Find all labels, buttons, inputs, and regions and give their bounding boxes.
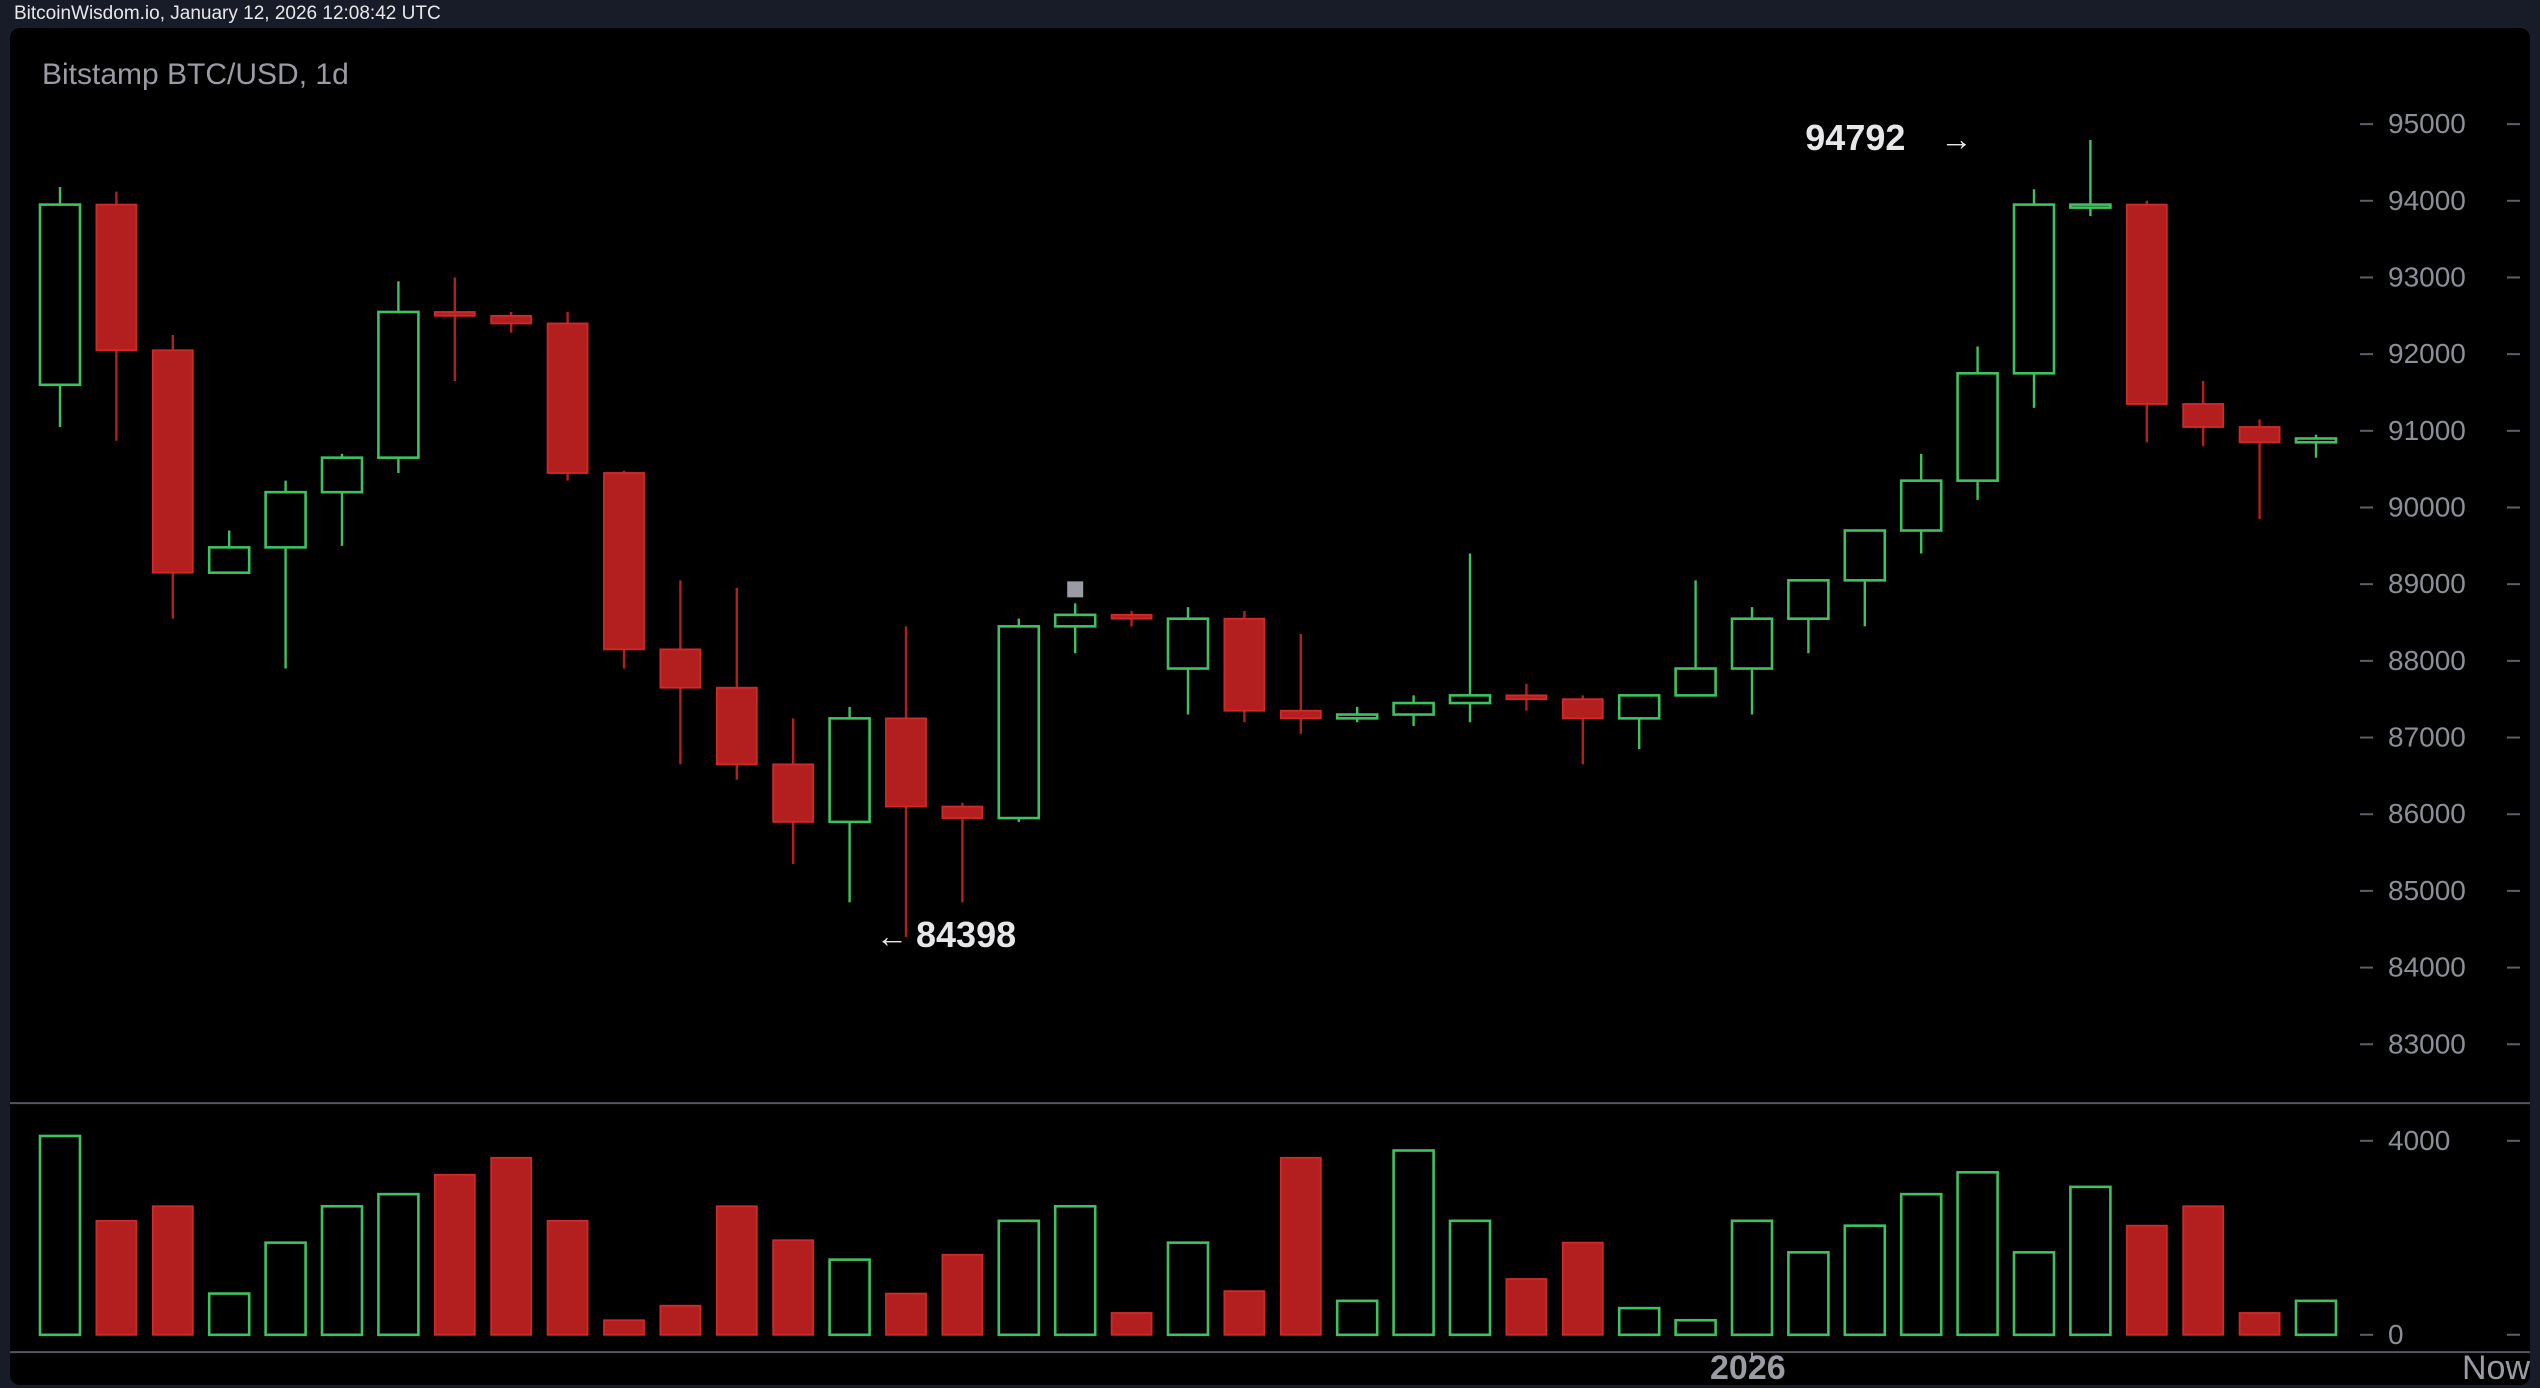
svg-text:91000: 91000	[2388, 415, 2466, 446]
svg-text:94792: 94792	[1805, 117, 1905, 158]
svg-text:87000: 87000	[2388, 722, 2466, 753]
svg-text:86000: 86000	[2388, 798, 2466, 829]
svg-text:83000: 83000	[2388, 1028, 2466, 1059]
svg-text:84000: 84000	[2388, 952, 2466, 983]
svg-text:88000: 88000	[2388, 645, 2466, 676]
svg-text:89000: 89000	[2388, 568, 2466, 599]
svg-text:Now: Now	[2462, 1349, 2530, 1385]
svg-text:2026: 2026	[1710, 1349, 1786, 1385]
svg-text:←: ←	[876, 918, 908, 954]
svg-text:90000: 90000	[2388, 492, 2466, 523]
svg-text:94000: 94000	[2388, 185, 2466, 216]
svg-text:4000: 4000	[2388, 1125, 2450, 1156]
svg-text:84398: 84398	[916, 914, 1016, 955]
svg-text:0: 0	[2388, 1319, 2404, 1350]
svg-text:95000: 95000	[2388, 108, 2466, 139]
svg-text:93000: 93000	[2388, 261, 2466, 292]
svg-text:→: →	[1940, 121, 1972, 157]
svg-text:85000: 85000	[2388, 875, 2466, 906]
svg-text:92000: 92000	[2388, 338, 2466, 369]
